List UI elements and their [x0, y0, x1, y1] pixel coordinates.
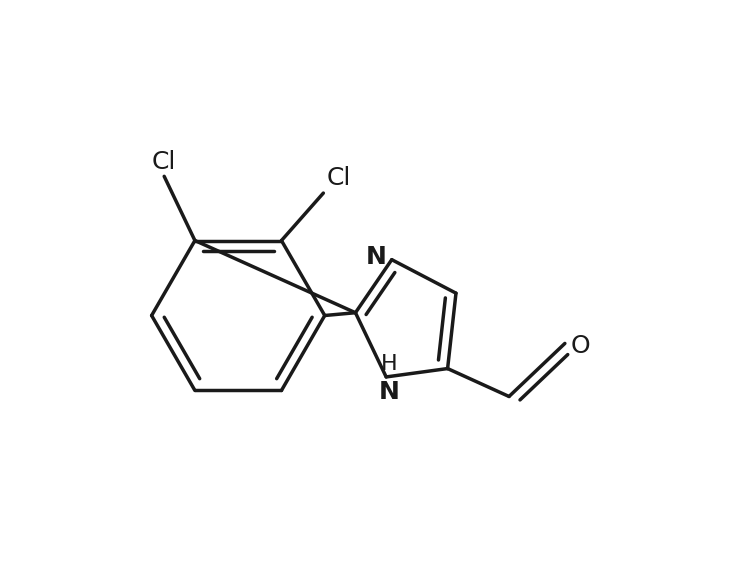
- Text: N: N: [379, 380, 400, 404]
- Text: Cl: Cl: [326, 166, 350, 190]
- Text: Cl: Cl: [152, 149, 176, 174]
- Text: H: H: [381, 354, 398, 374]
- Text: N: N: [365, 245, 386, 269]
- Text: O: O: [571, 334, 590, 358]
